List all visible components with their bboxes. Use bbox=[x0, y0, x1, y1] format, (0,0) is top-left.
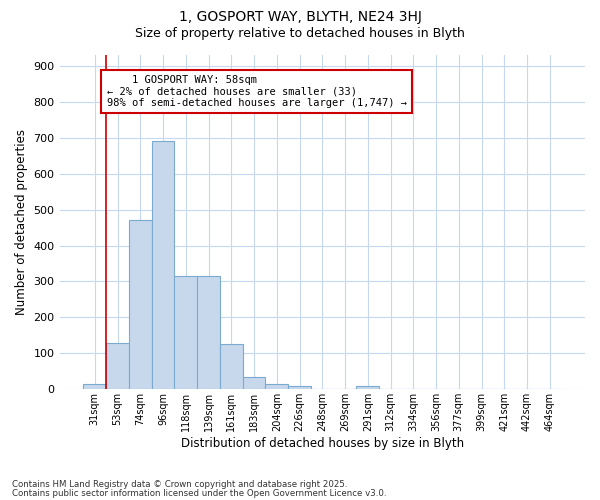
Bar bbox=[152, 142, 175, 390]
Text: 1, GOSPORT WAY, BLYTH, NE24 3HJ: 1, GOSPORT WAY, BLYTH, NE24 3HJ bbox=[179, 10, 421, 24]
Y-axis label: Number of detached properties: Number of detached properties bbox=[15, 129, 28, 315]
Bar bbox=[242, 376, 265, 390]
Bar bbox=[265, 384, 288, 390]
Bar bbox=[129, 220, 152, 390]
Text: Contains HM Land Registry data © Crown copyright and database right 2025.: Contains HM Land Registry data © Crown c… bbox=[12, 480, 347, 489]
Bar bbox=[175, 276, 197, 390]
X-axis label: Distribution of detached houses by size in Blyth: Distribution of detached houses by size … bbox=[181, 437, 464, 450]
Bar bbox=[356, 386, 379, 390]
Bar bbox=[220, 344, 242, 390]
Text: Size of property relative to detached houses in Blyth: Size of property relative to detached ho… bbox=[135, 28, 465, 40]
Text: 1 GOSPORT WAY: 58sqm
← 2% of detached houses are smaller (33)
98% of semi-detach: 1 GOSPORT WAY: 58sqm ← 2% of detached ho… bbox=[107, 75, 407, 108]
Bar bbox=[288, 386, 311, 390]
Text: Contains public sector information licensed under the Open Government Licence v3: Contains public sector information licen… bbox=[12, 488, 386, 498]
Bar bbox=[83, 384, 106, 390]
Bar bbox=[197, 276, 220, 390]
Bar bbox=[106, 344, 129, 390]
